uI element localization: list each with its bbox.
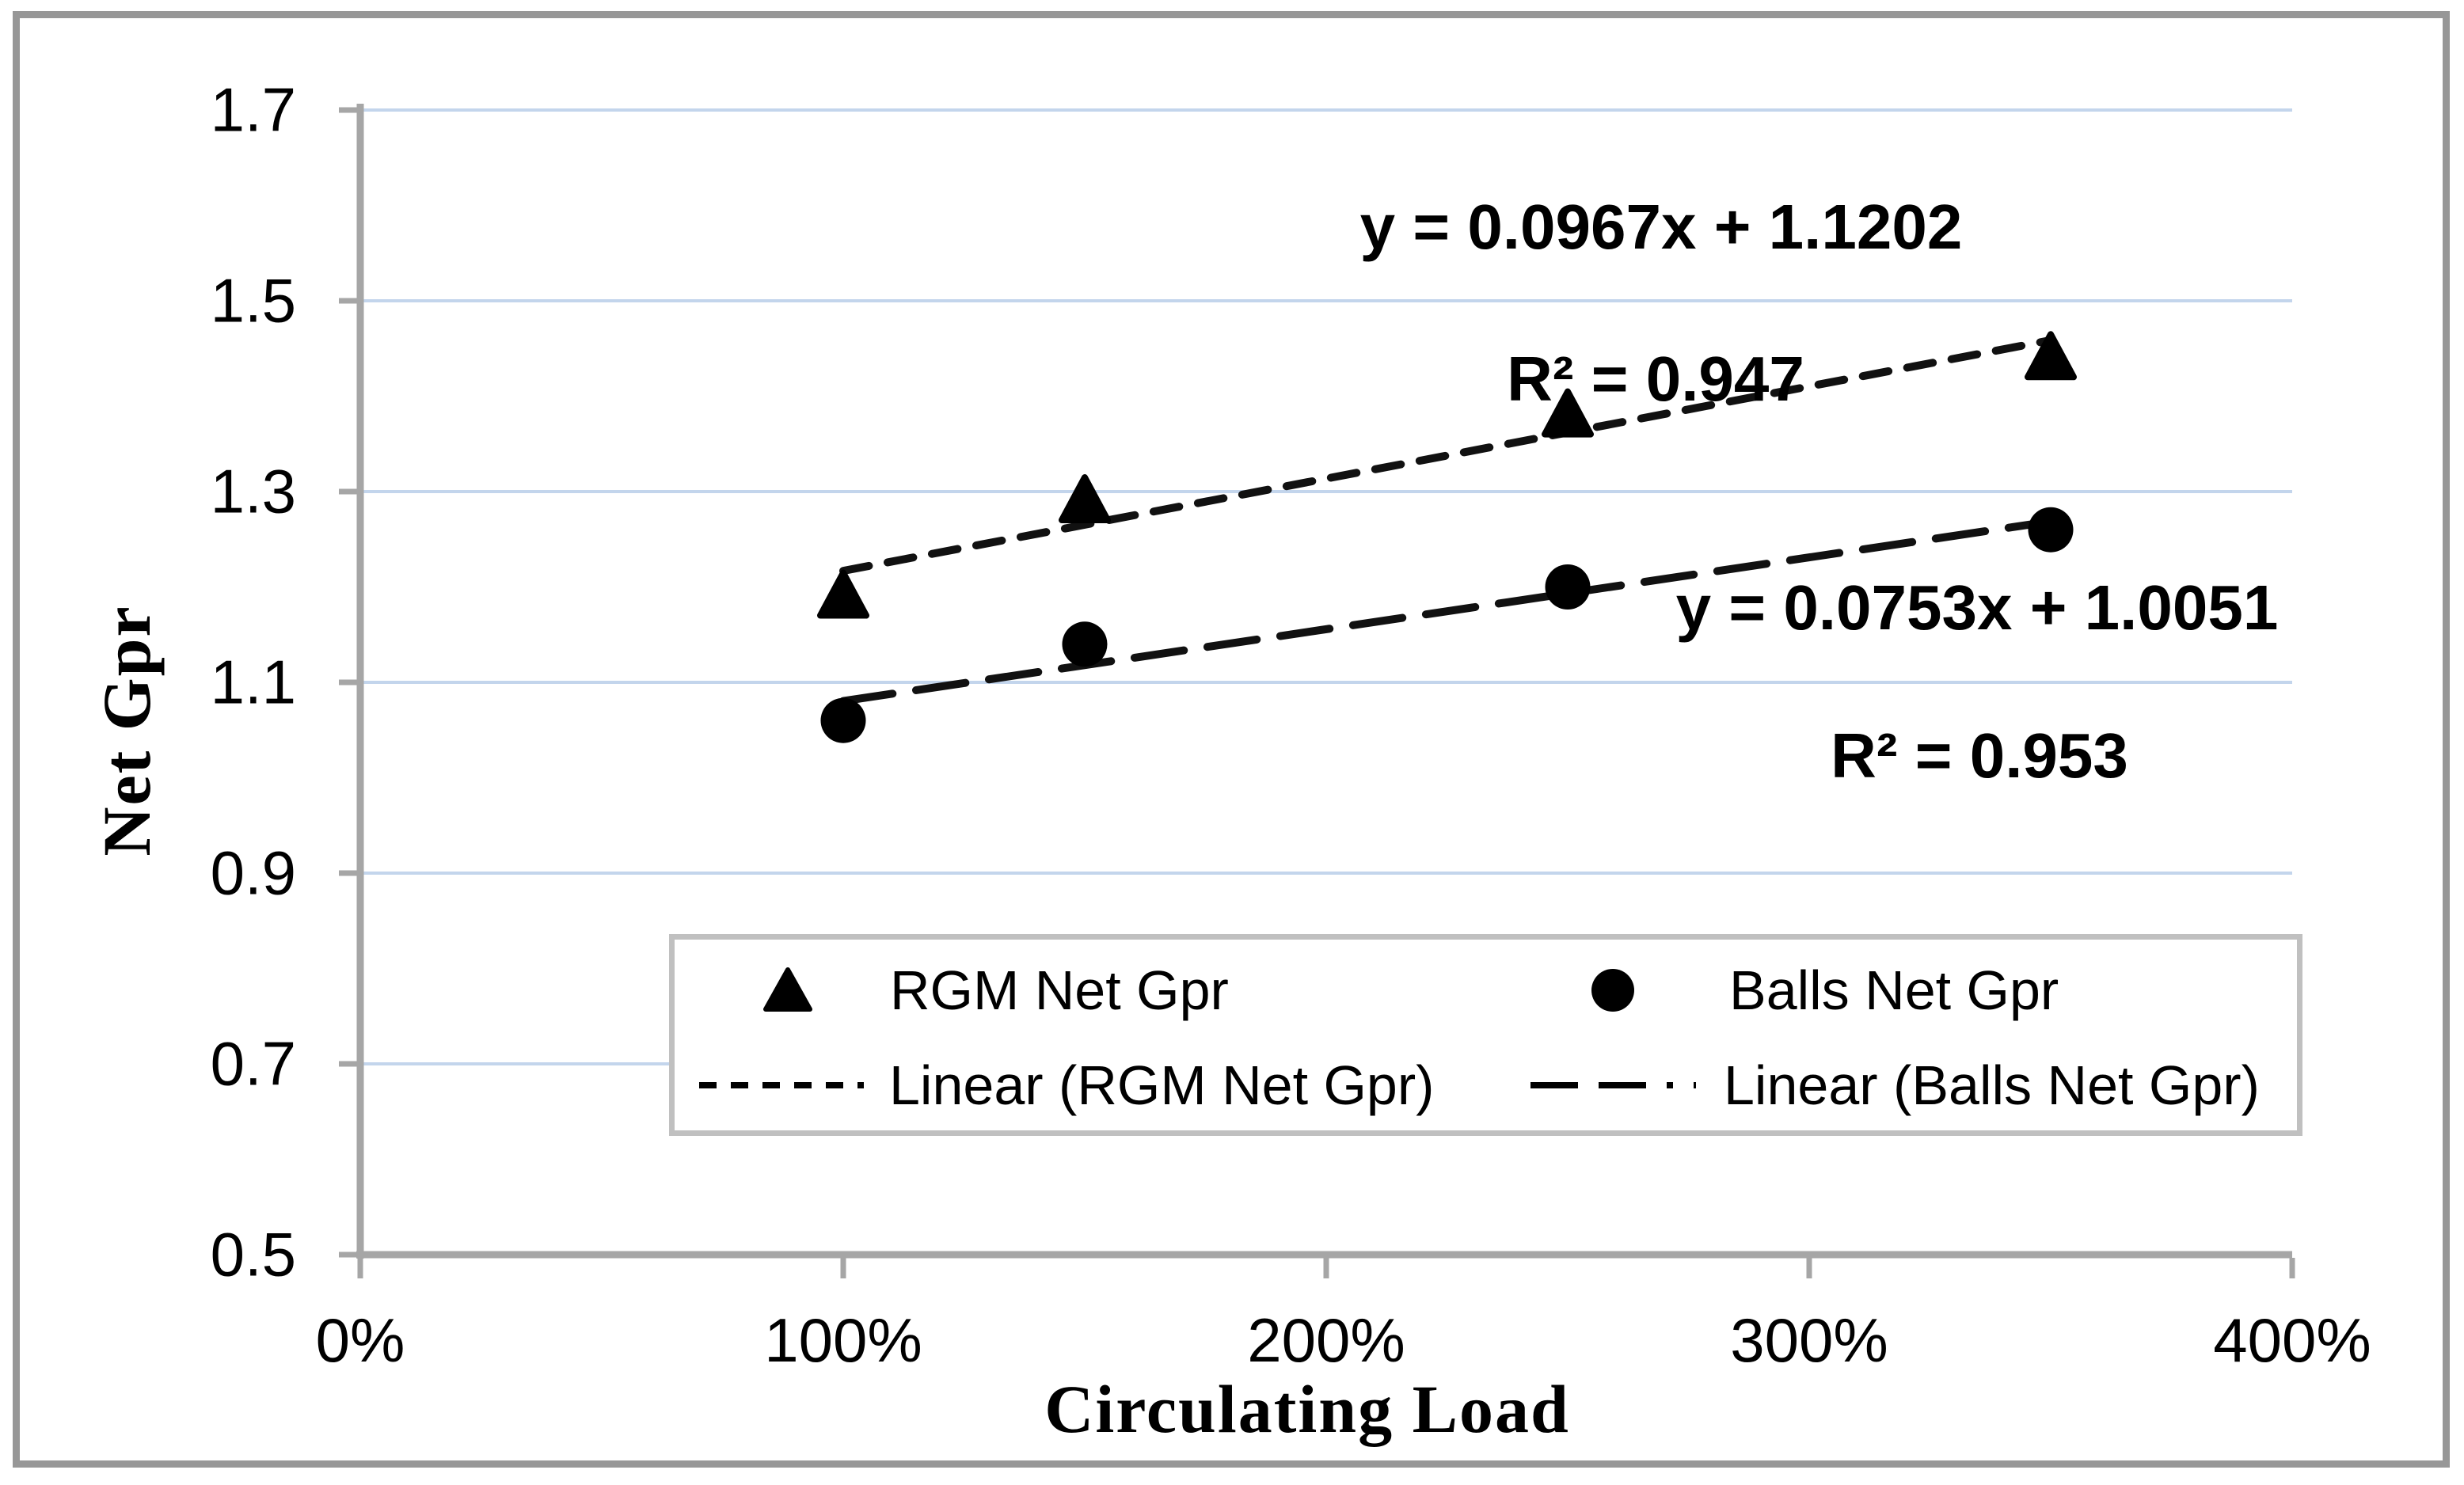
- x-tick-label: 100%: [764, 1305, 922, 1375]
- balls-trendline-r-squared: R² = 0.953: [1831, 720, 2128, 791]
- y-axis-title: Net Gpr: [89, 605, 165, 856]
- legend: RGM Net Gpr Balls Net Gpr Linear (RGM Ne…: [669, 934, 2302, 1136]
- x-tick-label: 200%: [1247, 1305, 1405, 1375]
- legend-item-linear-rgm: Linear (RGM Net Gpr): [699, 1035, 1434, 1135]
- chart-outer-border: [13, 11, 2450, 1468]
- y-tick-label: 1.3: [210, 456, 296, 526]
- rgm-trendline-r-squared: R² = 0.947: [1507, 344, 1804, 414]
- legend-label-balls: Balls Net Gpr: [1729, 959, 2059, 1021]
- x-axis-title: Circulating Load: [1044, 1371, 1570, 1447]
- y-tick-label: 0.9: [210, 837, 296, 908]
- x-tick-label: 0%: [315, 1305, 405, 1375]
- rgm-trendline-equation: y = 0.0967x + 1.1202: [1359, 192, 1963, 262]
- legend-item-rgm: RGM Net Gpr: [762, 940, 1229, 1040]
- triangle-marker-icon: [763, 967, 812, 1012]
- legend-item-linear-balls: Linear (Balls Net Gpr): [1530, 1035, 2260, 1135]
- x-tick-label: 300%: [1730, 1305, 1888, 1375]
- legend-label-linear-rgm: Linear (RGM Net Gpr): [889, 1054, 1435, 1116]
- y-tick-label: 1.1: [210, 647, 296, 717]
- long-dash-line-icon: [1530, 1081, 1696, 1088]
- y-tick-label: 1.7: [210, 74, 296, 145]
- y-tick-label: 0.5: [210, 1219, 296, 1289]
- circle-marker-icon: [1591, 968, 1634, 1012]
- y-tick-label: 0.7: [210, 1028, 296, 1099]
- legend-label-linear-balls: Linear (Balls Net Gpr): [1724, 1054, 2260, 1116]
- x-tick-label: 400%: [2213, 1305, 2371, 1375]
- balls-trendline-equation: y = 0.0753x + 1.0051: [1675, 572, 2279, 643]
- legend-label-rgm: RGM Net Gpr: [890, 959, 1229, 1021]
- y-tick-label: 1.5: [210, 265, 296, 336]
- short-dash-line-icon: [699, 1081, 864, 1088]
- legend-item-balls: Balls Net Gpr: [1588, 940, 2059, 1040]
